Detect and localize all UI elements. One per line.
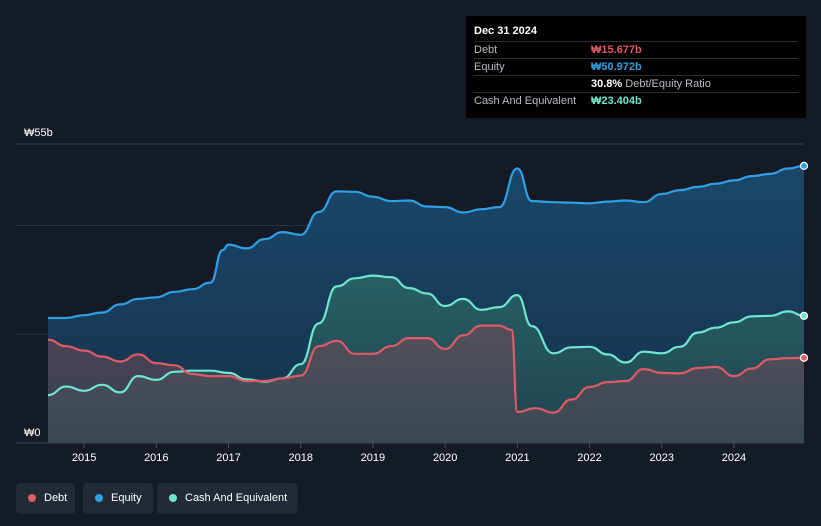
legend-item-debt[interactable]: Debt	[16, 483, 75, 514]
legend-debt-label: Debt	[44, 492, 68, 504]
tooltip-equity-value: ₩50.972b	[591, 61, 642, 73]
debt-area	[48, 325, 804, 443]
tooltip-row-debt: Debt ₩15.677b	[474, 41, 798, 59]
tooltip-ratio-value: 30.8%	[591, 78, 623, 90]
x-tick-label-2019: 2019	[361, 452, 385, 464]
tooltip-debt-label: Debt	[474, 44, 498, 56]
x-tick-label-2020: 2020	[433, 452, 457, 464]
x-tick-label-2021: 2021	[505, 452, 529, 464]
series-endpoints	[799, 161, 809, 362]
x-tick-label-2015: 2015	[72, 452, 96, 464]
x-tick-label-2017: 2017	[216, 452, 240, 464]
tooltip-ratio-label: Debt/Equity Ratio	[625, 78, 711, 90]
legend-item-equity[interactable]: Equity	[83, 483, 153, 514]
legend-item-cash[interactable]: Cash And Equivalent	[157, 483, 298, 514]
cash-line	[47, 274, 805, 397]
legend-equity-dot	[95, 494, 103, 502]
x-tick-label-2018: 2018	[288, 452, 312, 464]
tooltip-cash-value: ₩23.404b	[591, 95, 642, 107]
x-tick-label-2023: 2023	[650, 452, 674, 464]
tooltip-row-ratio: 30.8% Debt/Equity Ratio	[474, 75, 798, 93]
tooltip-row-equity: Equity ₩50.972b	[474, 58, 798, 76]
y-axis-bottom-label: ₩0	[24, 427, 41, 439]
tooltip-equity-label: Equity	[474, 61, 505, 73]
x-tick-label-2022: 2022	[577, 452, 601, 464]
tooltip-cash-label: Cash And Equivalent	[474, 95, 577, 107]
chart-area: 2015 2016 2017 2018 2019 2020 2021 2022 2023 2024…	[16, 127, 809, 464]
series-areas	[48, 165, 804, 443]
equity-endpoint	[799, 161, 809, 171]
y-axis-top-label: ₩55b	[24, 127, 53, 139]
tooltip-panel: Dec 31 2024 Debt ₩15.677b Equity ₩50.972…	[466, 16, 806, 118]
equity-line	[48, 164, 805, 320]
tooltip-debt-value: ₩15.677b	[591, 44, 642, 56]
legend-cash-dot	[169, 494, 177, 502]
cash-endpoint	[799, 311, 809, 320]
tooltip-date: Dec 31 2024	[474, 25, 537, 37]
debt-line	[47, 324, 805, 414]
legend-debt-dot	[28, 494, 36, 502]
tooltip-ratio: 30.8% Debt/Equity Ratio	[591, 78, 711, 90]
x-axis-ticks: 2015 2016 2017 2018 2019 2020 2021 2022 2023 2024	[72, 443, 746, 464]
series-lines	[47, 164, 805, 414]
legend-cash-label: Cash And Equivalent	[185, 492, 288, 504]
x-tick-label-2024: 2024	[722, 452, 746, 464]
debt-endpoint	[799, 353, 809, 362]
tooltip-row-cash: Cash And Equivalent ₩23.404b	[474, 92, 798, 110]
x-tick-label-2016: 2016	[144, 452, 168, 464]
legend-equity-label: Equity	[111, 492, 142, 504]
